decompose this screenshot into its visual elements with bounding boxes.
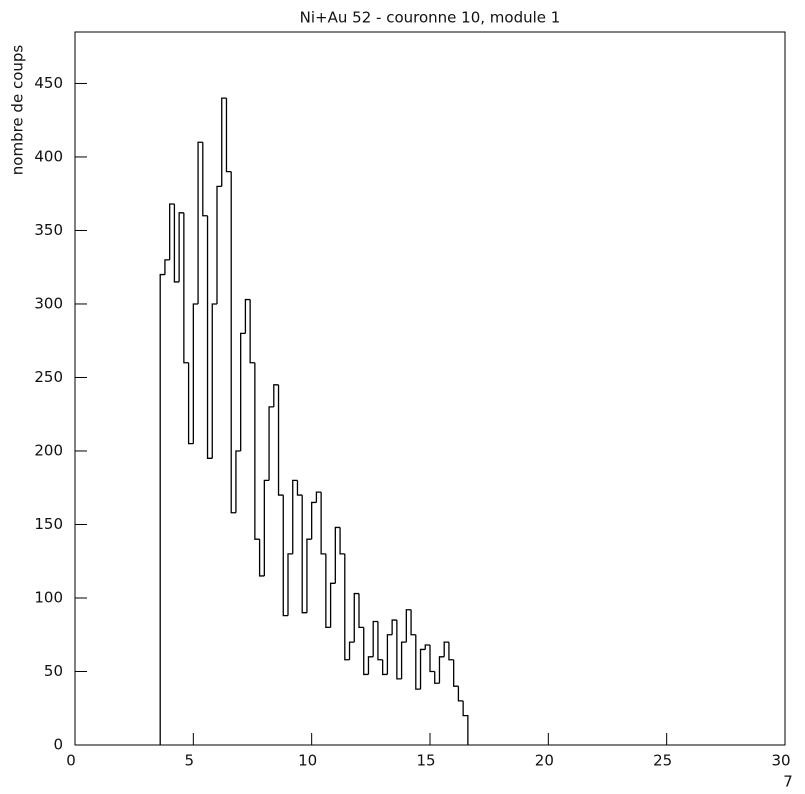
- y-tick-label: 100: [34, 588, 63, 606]
- x-tick-label: 25: [653, 752, 672, 770]
- histogram-bin: [344, 553, 350, 661]
- histogram-bin: [462, 700, 469, 745]
- histogram-bin: [391, 619, 397, 635]
- histogram-bin: [415, 634, 421, 690]
- histogram-bin: [334, 526, 341, 584]
- y-tick-label: 450: [34, 74, 63, 92]
- histogram-bin: [434, 671, 440, 684]
- histogram-bin: [254, 362, 260, 540]
- histogram-bin: [292, 479, 298, 554]
- histogram-bin: [183, 212, 189, 364]
- histogram-bin: [306, 538, 312, 613]
- histogram-bin: [377, 621, 383, 661]
- histogram-bin: [367, 656, 374, 675]
- histogram-bin: [358, 593, 364, 629]
- histogram-bin: [268, 406, 274, 481]
- histogram-bin: [353, 592, 359, 643]
- histogram-bin: [230, 171, 236, 514]
- histogram-bin: [386, 634, 393, 675]
- histogram-bin: [173, 204, 180, 283]
- histogram-bin: [320, 492, 326, 555]
- y-tick-label: 50: [44, 662, 63, 680]
- histogram-bin: [240, 332, 246, 451]
- histogram-bin: [277, 384, 284, 496]
- histogram-bin: [405, 609, 412, 643]
- histogram-bin: [363, 627, 369, 676]
- histogram-bin: [410, 609, 416, 636]
- histogram-bin: [301, 495, 307, 614]
- histogram-bin: [311, 501, 317, 540]
- histogram-bin: [453, 659, 459, 687]
- x-tick-label: 20: [535, 752, 554, 770]
- y-tick-label: 0: [53, 736, 63, 754]
- y-tick-label: 400: [34, 147, 63, 165]
- y-tick-label: 150: [34, 515, 63, 533]
- histogram-bin: [419, 648, 426, 690]
- histogram-bin: [325, 553, 331, 629]
- y-tick-label: 350: [34, 221, 63, 239]
- histogram-bin: [348, 641, 355, 660]
- x-tick-label: 0: [66, 752, 76, 770]
- histogram-bin: [187, 362, 194, 445]
- histogram-bin: [225, 98, 232, 173]
- y-tick-label: 200: [34, 441, 63, 459]
- histogram-bin: [315, 491, 322, 503]
- histogram-bin: [192, 303, 199, 444]
- y-tick-label: 250: [34, 368, 63, 386]
- histogram-bin: [235, 450, 241, 513]
- histogram-bin: [372, 620, 378, 657]
- histogram-bin: [339, 527, 345, 555]
- histogram-bin: [296, 480, 303, 496]
- histogram-bin: [164, 259, 170, 275]
- histogram-bin: [249, 299, 255, 364]
- chart-title: Ni+Au 52 - couronne 10, module 1: [300, 9, 561, 27]
- y-axis-label: nombre de coups: [9, 45, 27, 176]
- histogram-bin: [169, 203, 175, 260]
- histogram-bin: [457, 686, 464, 702]
- histogram-bin: [448, 642, 454, 661]
- histogram-bin: [206, 215, 213, 459]
- histogram-bin: [159, 273, 165, 745]
- histogram-bin: [443, 641, 449, 657]
- histogram-bin: [263, 479, 270, 576]
- y-tick-label: 300: [34, 294, 63, 312]
- x-tick-label: 10: [298, 752, 317, 770]
- histogram-bin: [396, 620, 402, 680]
- histogram-bin: [197, 141, 203, 304]
- histogram-bin: [178, 212, 184, 282]
- x-tick-label: 5: [185, 752, 195, 770]
- histogram-bin: [429, 645, 435, 673]
- histogram-bin: [273, 384, 279, 407]
- annotation: 7: [783, 773, 793, 791]
- histogram-bin: [216, 185, 222, 304]
- histogram-bin: [211, 303, 217, 459]
- histogram-bin: [202, 142, 208, 217]
- histogram-bin: [424, 644, 430, 650]
- histogram-bin: [438, 656, 445, 684]
- histogram-bin: [244, 298, 251, 334]
- histogram-bin: [221, 97, 227, 187]
- histogram-bin: [258, 539, 265, 577]
- histogram-bin: [400, 641, 407, 679]
- histogram-bin: [329, 582, 336, 628]
- x-tick-label: 15: [416, 752, 435, 770]
- histogram-bin: [287, 553, 293, 616]
- histogram-bin: [282, 495, 288, 617]
- histogram-bin: [382, 659, 388, 676]
- plot-frame: [74, 31, 786, 746]
- x-tick-label: 30: [771, 752, 790, 770]
